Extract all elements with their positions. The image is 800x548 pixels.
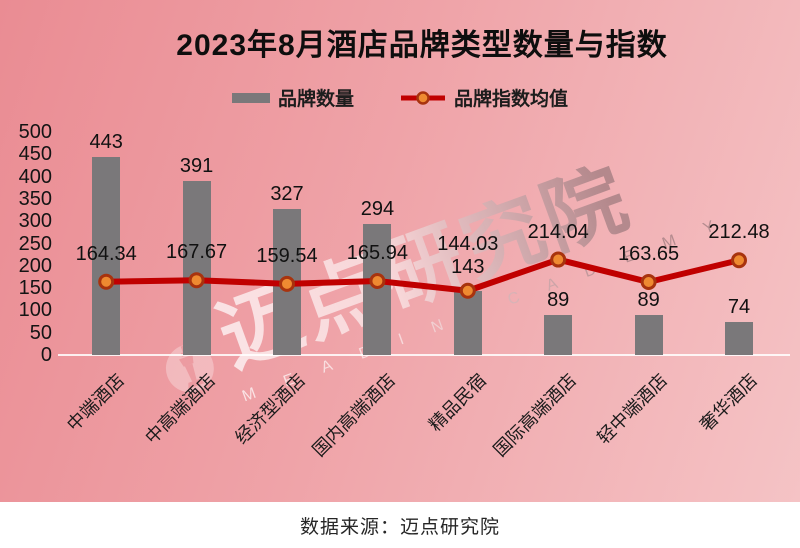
bar-value-label: 89 [547,289,570,312]
bar-value-label: 74 [727,295,751,318]
y-axis-tick: 300 [18,210,52,233]
y-axis-tick: 400 [18,165,52,188]
y-axis-tick: 200 [18,254,52,277]
y-axis-tick: 350 [18,187,52,210]
bar-中端酒店 [92,157,121,355]
line-series-swatch [401,90,445,105]
bar-精品民宿 [453,291,482,355]
x-axis-line [58,354,790,356]
bar-series-label: 品牌数量 [277,89,354,110]
legend-item-bars: 品牌数量 [231,84,354,111]
chart-title: 2023年8月酒店品牌类型数量与指数 [176,29,668,62]
line-marker [731,252,747,269]
bar-value-label: 443 [89,131,123,154]
bar-中高端酒店 [182,180,211,355]
bar-经济型酒店 [273,209,301,355]
y-axis-tick: 50 [29,321,52,344]
y-axis-tick: 500 [18,121,52,143]
legend-item-line: 品牌指数均值 [400,84,568,111]
bar-国际高端酒店 [544,315,573,355]
bar-value-label: 89 [637,289,660,312]
y-axis-tick: 100 [18,299,52,322]
line-value-label: 165.94 [346,241,408,264]
line-value-label: 144.03 [437,232,499,255]
line-value-label: 159.54 [256,244,318,267]
bar-value-label: 143 [451,255,485,278]
line-series-label: 品牌指数均值 [454,89,569,110]
bar-value-label: 391 [179,154,214,177]
bar-series-swatch [231,92,270,103]
line-value-label: 164.34 [75,242,137,265]
source-note: 数据来源：迈点研究院 [299,516,500,538]
bar-奢华酒店 [725,321,753,355]
y-axis-tick: 250 [18,232,52,255]
bar-value-label: 294 [360,197,395,220]
line-marker [640,274,657,291]
y-axis-tick: 150 [18,277,52,300]
line-value-label: 167.67 [166,241,228,264]
line-value-label: 212.48 [708,221,770,244]
y-axis-tick: 450 [18,143,52,166]
bar-value-label: 327 [270,183,304,206]
line-marker [550,251,567,268]
line-value-label: 214.04 [527,220,589,243]
y-axis-tick: 0 [40,344,52,366]
footer: 数据来源：迈点研究院 [0,502,800,548]
line-value-label: 163.65 [618,243,680,265]
legend: 品牌数量 品牌指数均值 [0,84,800,111]
bar-轻中端酒店 [634,315,663,355]
